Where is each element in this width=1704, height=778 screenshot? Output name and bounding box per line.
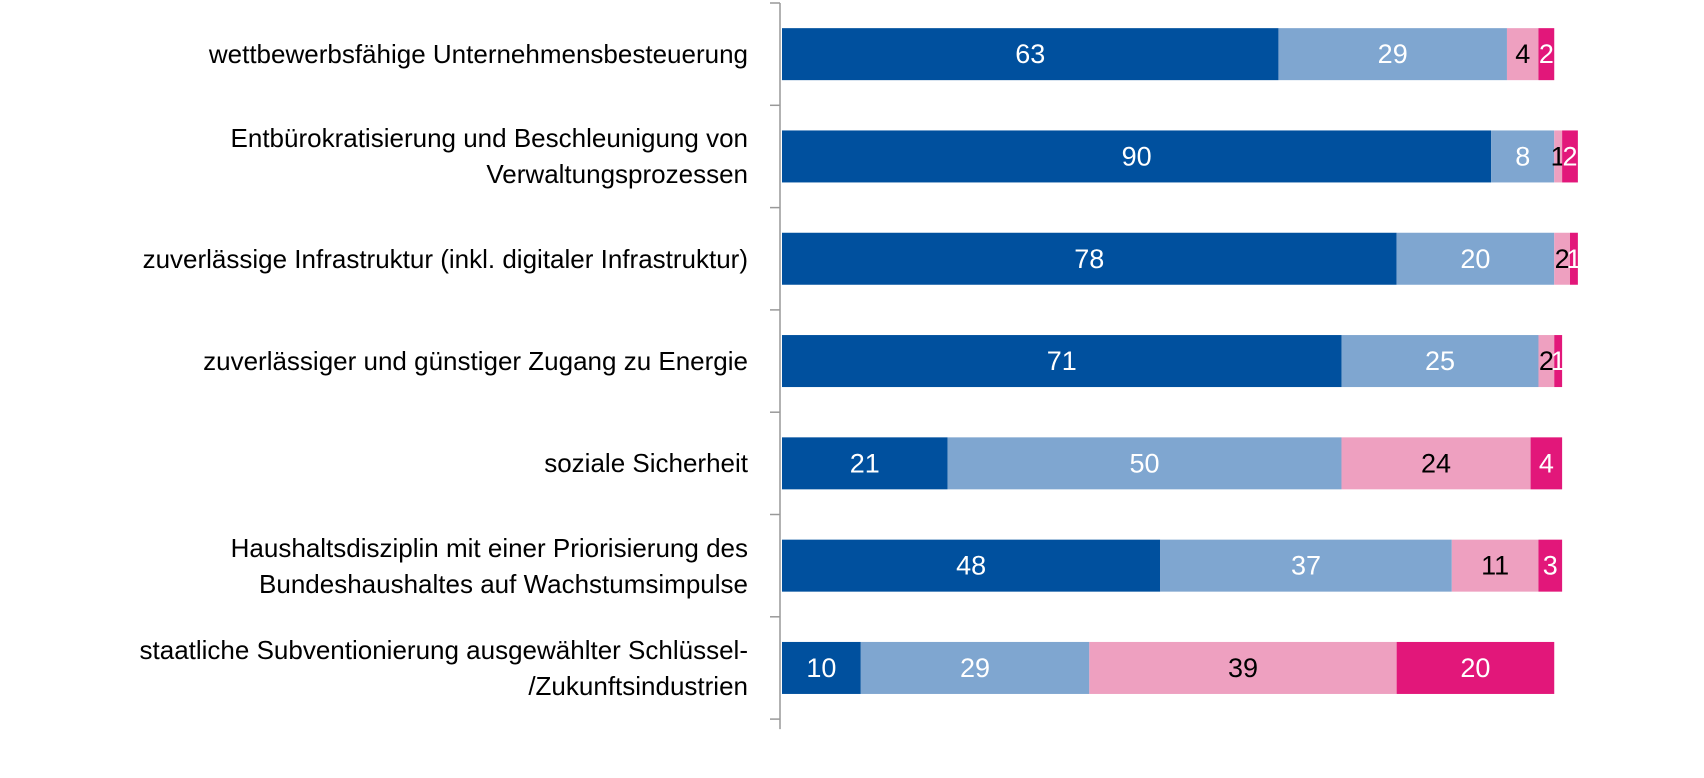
- data-label: 90: [1122, 141, 1152, 171]
- data-label: 4: [1539, 448, 1554, 478]
- bar-segment: [1570, 232, 1578, 285]
- bar-segment: [1530, 437, 1563, 490]
- bar-segment: [1089, 641, 1397, 694]
- data-label: 1: [1551, 346, 1566, 376]
- data-label: 3: [1543, 551, 1558, 581]
- data-label: 63: [1015, 39, 1045, 69]
- bar-segment: [1491, 130, 1555, 183]
- data-label: 2: [1562, 141, 1577, 171]
- bar-segment: [1160, 539, 1452, 592]
- bar-segment: [1506, 28, 1539, 81]
- bar-segment: [1554, 232, 1570, 285]
- data-label: 39: [1228, 653, 1258, 683]
- bar-segment: [1396, 232, 1555, 285]
- category-label: soziale Sicherheit: [544, 448, 748, 479]
- data-label: 71: [1047, 346, 1077, 376]
- data-label: 2: [1539, 39, 1554, 69]
- bar-segment: [782, 539, 1161, 592]
- bar-segment: [1538, 335, 1555, 388]
- data-label: 1: [1566, 244, 1581, 274]
- bar-segment: [1554, 335, 1563, 388]
- category-label: Entbürokratisierung und Beschleunigung v…: [230, 123, 748, 190]
- bar-segment: [1538, 28, 1555, 81]
- bar-segment: [782, 641, 861, 694]
- data-label: 4: [1515, 39, 1530, 69]
- bar-segment: [1554, 130, 1563, 183]
- data-label: 10: [806, 653, 836, 683]
- data-label: 48: [956, 551, 986, 581]
- bar-segment: [1341, 437, 1531, 490]
- bar-segment: [1396, 641, 1555, 694]
- data-label: 50: [1129, 448, 1159, 478]
- data-label: 11: [1481, 551, 1509, 581]
- category-label: zuverlässiger und günstiger Zugang zu En…: [203, 346, 748, 377]
- bar-segment: [947, 437, 1342, 490]
- category-label: wettbewerbsfähige Unternehmensbesteuerun…: [208, 39, 748, 70]
- data-label: 20: [1460, 244, 1490, 274]
- bar-segment: [782, 28, 1279, 81]
- data-label: 1: [1551, 141, 1566, 171]
- data-label: 2: [1539, 346, 1554, 376]
- bar-segment: [1562, 130, 1578, 183]
- bar-segment: [1451, 539, 1539, 592]
- data-label: 21: [850, 448, 880, 478]
- data-label: 37: [1291, 551, 1321, 581]
- category-label: staatliche Subventionierung ausgewählter…: [139, 634, 748, 701]
- bar-segment: [782, 232, 1397, 285]
- category-label: zuverlässige Infrastruktur (inkl. digita…: [142, 243, 748, 274]
- data-label: 20: [1460, 653, 1490, 683]
- bar-segment: [1278, 28, 1507, 81]
- bar-segment: [860, 641, 1090, 694]
- bar-segment: [782, 437, 948, 490]
- data-label: 29: [1378, 39, 1408, 69]
- bar-segment: [1341, 335, 1539, 388]
- category-label: Haushaltsdisziplin mit einer Priorisieru…: [230, 532, 748, 599]
- data-label: 29: [960, 653, 990, 683]
- bar-segment: [782, 130, 1492, 183]
- bar-segment: [1538, 539, 1563, 592]
- data-label: 8: [1515, 141, 1530, 171]
- data-label: 2: [1555, 244, 1570, 274]
- data-label: 24: [1421, 448, 1451, 478]
- bar-segment: [782, 335, 1342, 388]
- data-label: 25: [1425, 346, 1455, 376]
- data-label: 78: [1074, 244, 1104, 274]
